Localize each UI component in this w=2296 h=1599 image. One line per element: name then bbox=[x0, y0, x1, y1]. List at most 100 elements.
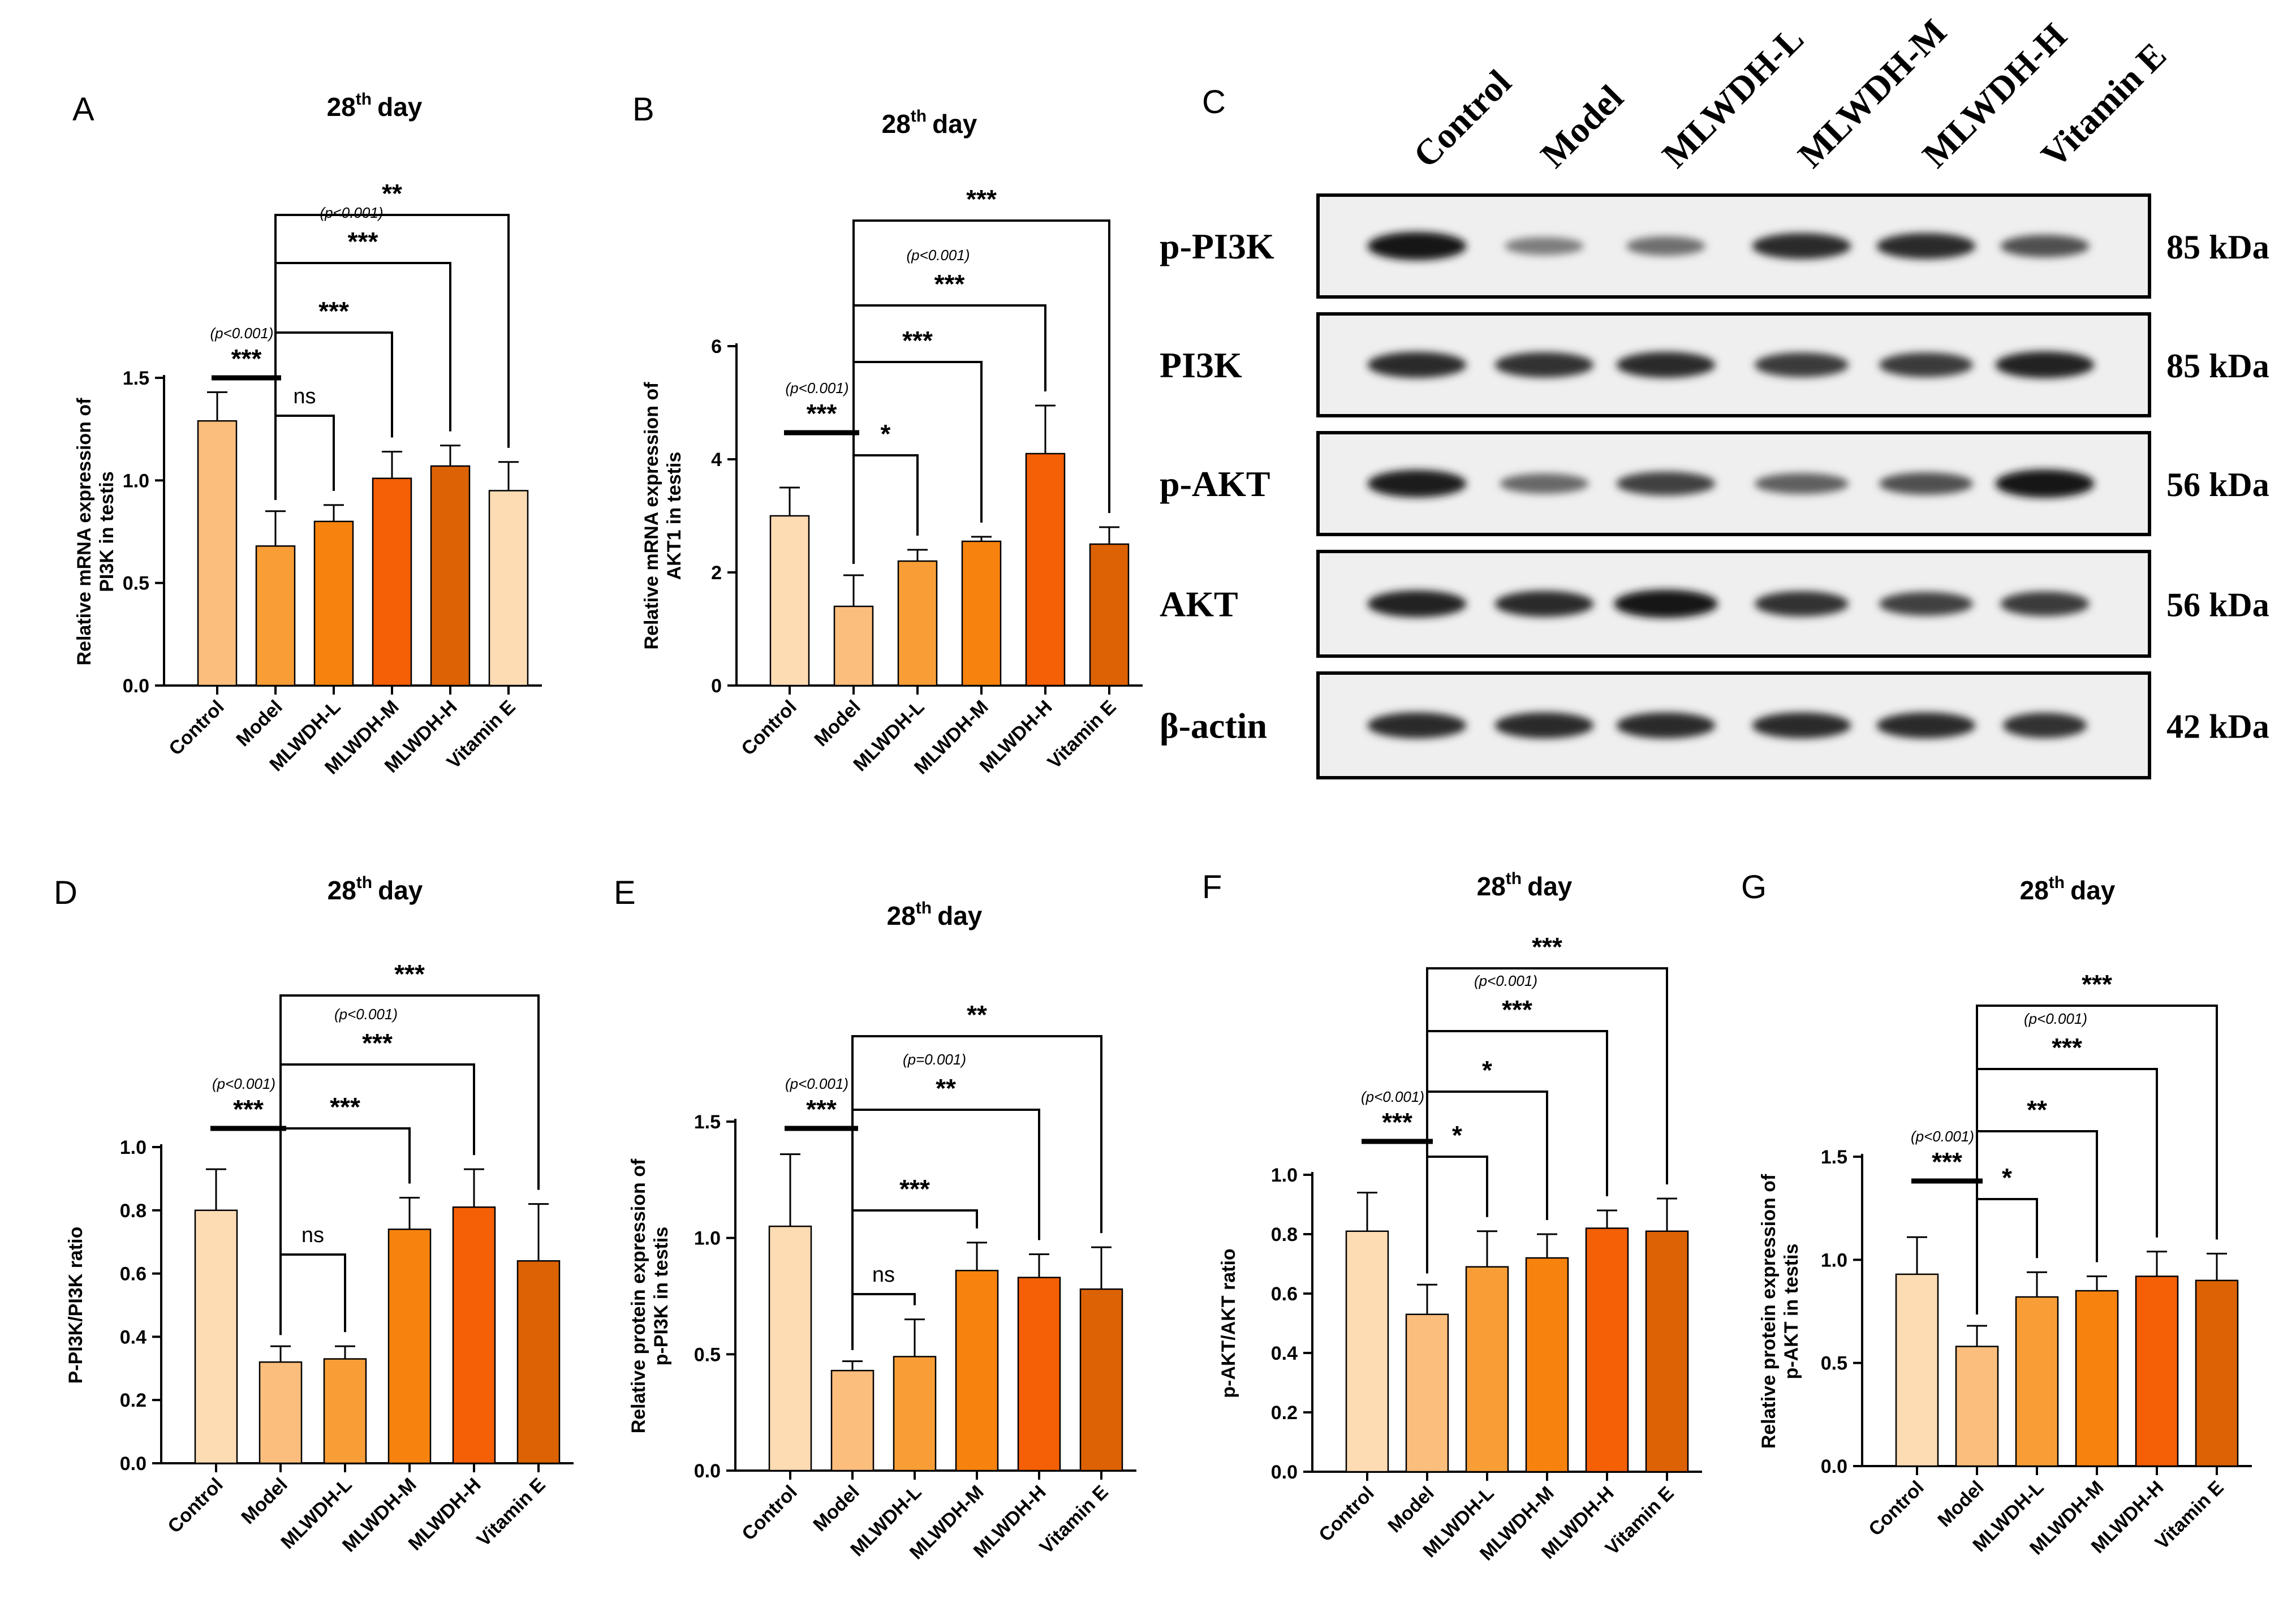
comparison-bracket bbox=[1426, 1030, 1608, 1274]
bar-mlwdh-l bbox=[313, 520, 354, 687]
control-model-stars: *** bbox=[806, 1094, 837, 1124]
comparison-bracket bbox=[852, 219, 1110, 564]
bar-mlwdh-m bbox=[955, 1270, 999, 1472]
blot-band bbox=[1754, 473, 1849, 494]
comparison-label: * bbox=[1452, 1120, 1462, 1150]
chart-title: 28th day bbox=[882, 107, 977, 139]
control-model-p-note: (p<0.001) bbox=[785, 1075, 848, 1092]
chart-title: 28th day bbox=[887, 899, 983, 930]
comparison-p-note: (p=0.001) bbox=[903, 1051, 966, 1068]
y-axis-label: p-AKT/AKT ratio bbox=[1218, 1248, 1239, 1398]
y-tick-label: 0.0 bbox=[1271, 1462, 1298, 1483]
y-axis-label: p-AKT in testis bbox=[1781, 1244, 1802, 1380]
y-axis-label: PI3K in testis bbox=[96, 471, 118, 592]
comparison-bracket bbox=[851, 1035, 1102, 1350]
y-tick-label: 4 bbox=[711, 449, 722, 471]
bar-mlwdh-m bbox=[2075, 1290, 2119, 1467]
comparison-bracket bbox=[851, 1293, 916, 1350]
bar-control bbox=[769, 515, 810, 687]
comparison-label: ns bbox=[301, 1223, 324, 1247]
comparison-label: *** bbox=[934, 269, 965, 299]
comparison-bracket bbox=[279, 1063, 475, 1335]
comparison-label: * bbox=[881, 419, 891, 449]
comparison-label: *** bbox=[966, 184, 997, 214]
y-axis-label: Relative protein expression of bbox=[1758, 1174, 1780, 1449]
chart-title: 28th day bbox=[2020, 873, 2116, 905]
bar-mlwdh-l bbox=[897, 560, 938, 687]
blot-band bbox=[1879, 592, 1974, 616]
y-tick-label: 0.8 bbox=[120, 1200, 147, 1222]
chart-panel-b: 28th day Relative mRNA expression of AKT1 i… bbox=[641, 107, 1143, 778]
lane-label: Model bbox=[1533, 77, 1631, 175]
panel-letter-g: G bbox=[1741, 869, 1767, 906]
blot-band bbox=[1879, 472, 1974, 495]
bar-control bbox=[1345, 1230, 1389, 1473]
bar-control bbox=[1895, 1273, 1939, 1467]
comparison-p-note: (p<0.001) bbox=[906, 247, 970, 264]
y-tick-label: 0 bbox=[711, 675, 722, 697]
comparison-bracket bbox=[279, 994, 540, 1335]
comparison-p-note: (p<0.001) bbox=[334, 1006, 398, 1023]
panel-letter-c: C bbox=[1202, 84, 1226, 120]
comparison-label: *** bbox=[362, 1028, 393, 1058]
control-model-stars: *** bbox=[233, 1094, 264, 1124]
blot-kda-label: 42 kDa bbox=[2166, 708, 2269, 745]
comparison-p-note: (p<0.001) bbox=[320, 204, 383, 221]
x-tick-label: Control bbox=[165, 696, 228, 760]
blot-band bbox=[2002, 713, 2087, 738]
x-tick-label: Model bbox=[1933, 1477, 1988, 1531]
chart-title-suffix: day bbox=[378, 876, 423, 905]
panel-letter-d: D bbox=[54, 874, 77, 911]
comparison-label: *** bbox=[330, 1092, 360, 1122]
blot-band bbox=[1494, 712, 1594, 739]
panel-letter-b: B bbox=[632, 91, 654, 128]
y-tick-label: 0.4 bbox=[1271, 1343, 1298, 1364]
chart-title-superscript: th bbox=[911, 107, 927, 126]
bar-mlwdh-m bbox=[1525, 1257, 1569, 1473]
y-tick-label: 1.0 bbox=[120, 1137, 147, 1158]
blot-kda-label: 56 kDa bbox=[2166, 466, 2269, 503]
y-axis-label: AKT1 in testis bbox=[664, 452, 685, 580]
comparison-bracket bbox=[851, 1109, 1040, 1350]
chart-title-superscript: th bbox=[356, 873, 372, 892]
y-tick-label: 1.5 bbox=[123, 368, 149, 389]
x-tick-label: Model bbox=[809, 1481, 863, 1536]
comparison-label: *** bbox=[394, 959, 425, 989]
chart-panel-d: 28th day P-PI3K/PI3K ratio 0.0 0.2 0.4 0.6 0.8 1… bbox=[65, 873, 574, 1556]
comparison-label: *** bbox=[348, 227, 378, 256]
x-tick-label: Control bbox=[163, 1474, 227, 1537]
chart-title-suffix: day bbox=[2070, 876, 2116, 905]
control-model-stars: *** bbox=[807, 399, 837, 428]
x-tick-label: Vitamin E bbox=[473, 1474, 550, 1551]
blot-band bbox=[1879, 352, 1974, 377]
comparison-label: *** bbox=[899, 1174, 930, 1204]
chart-panel-f: 28th day p-AKT/AKT ratio 0.0 0.2 0.4 0.6 0.8 1.0… bbox=[1218, 869, 1702, 1564]
blot-band bbox=[1494, 352, 1594, 378]
bar-mlwdh-h bbox=[452, 1206, 496, 1464]
y-tick-label: 6 bbox=[711, 336, 722, 357]
blot-band bbox=[1367, 351, 1467, 378]
panel-letter-a: A bbox=[72, 91, 94, 128]
blot-band bbox=[2000, 235, 2090, 257]
bar-mlwdh-l bbox=[1465, 1266, 1509, 1473]
x-tick-label: Control bbox=[738, 1481, 801, 1545]
lane-label: Control bbox=[1406, 62, 1519, 175]
bar-mlwdh-l bbox=[893, 1356, 937, 1472]
western-blot-panel: Control Model MLWDH-LMLWDH-MMLWDH-HVitamin… bbox=[1160, 11, 2269, 779]
blot-band bbox=[1367, 469, 1467, 498]
blot-band bbox=[1876, 232, 1976, 260]
comparison-bracket bbox=[274, 415, 335, 500]
blot-band bbox=[1754, 352, 1849, 377]
comparison-label: ** bbox=[936, 1074, 956, 1103]
x-tick-label: Model bbox=[810, 696, 864, 751]
chart-title-suffix: day bbox=[1527, 872, 1573, 901]
y-tick-label: 2 bbox=[711, 562, 722, 584]
comparison-label: * bbox=[2002, 1163, 2012, 1192]
comparison-label: *** bbox=[1532, 932, 1562, 962]
y-axis-label: P-PI3K/PI3K ratio bbox=[65, 1227, 87, 1384]
x-tick-label: Control bbox=[1315, 1482, 1378, 1546]
panel-letter-f: F bbox=[1202, 869, 1222, 906]
comparison-bracket bbox=[274, 214, 510, 500]
bar-mlwdh-m bbox=[372, 477, 412, 687]
y-tick-label: 0.0 bbox=[120, 1453, 147, 1475]
